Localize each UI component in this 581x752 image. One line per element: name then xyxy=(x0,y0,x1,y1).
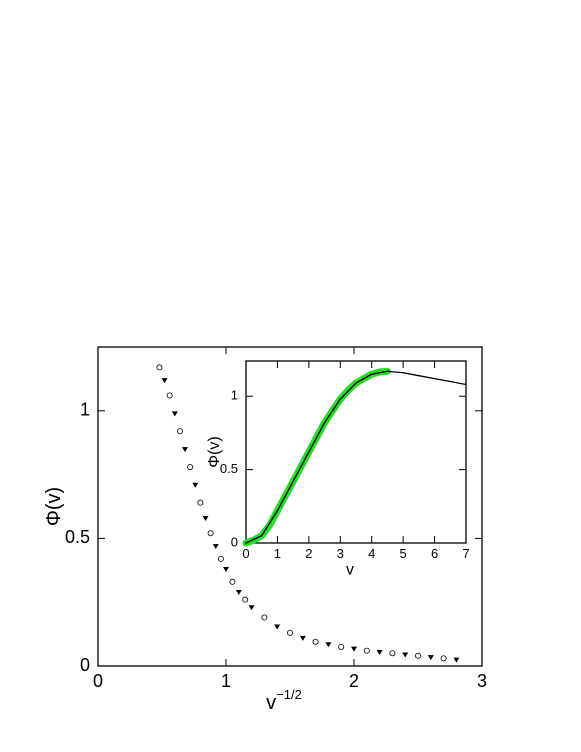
x-axis-label-main: v xyxy=(266,692,276,714)
data-point xyxy=(402,652,409,658)
data-point xyxy=(212,544,219,550)
data-point xyxy=(338,643,345,650)
data-point xyxy=(229,578,236,585)
x-axis-label: v xyxy=(346,562,354,579)
x-axis-label-sup: −1/2 xyxy=(276,687,302,702)
plot-frame xyxy=(245,360,467,544)
data-point xyxy=(187,463,194,470)
x-tick-label: 1 xyxy=(221,671,231,691)
data-line xyxy=(245,370,467,544)
data-point xyxy=(427,655,434,661)
x-axis-label-main: v xyxy=(346,562,354,579)
data-point xyxy=(453,657,460,663)
data-point xyxy=(351,646,357,652)
x-tick-label: 4 xyxy=(368,546,375,561)
data-point xyxy=(176,428,183,435)
x-tick-label: 0 xyxy=(242,546,249,561)
data-point xyxy=(182,447,189,453)
y-tick-label: 0.5 xyxy=(220,461,238,476)
y-tick-label: 1 xyxy=(231,388,238,403)
y-tick-label: 0 xyxy=(231,534,238,549)
y-tick-label: 1 xyxy=(80,400,90,420)
x-tick-label: 0 xyxy=(93,671,103,691)
data-point xyxy=(217,555,224,562)
data-point xyxy=(389,650,396,657)
data-point xyxy=(376,649,383,655)
data-point xyxy=(261,614,268,621)
data-point xyxy=(248,605,255,611)
data-point xyxy=(414,652,421,659)
x-tick-label: 5 xyxy=(400,546,407,561)
data-point xyxy=(197,499,204,506)
data-point xyxy=(192,482,199,488)
x-tick-label: 2 xyxy=(349,671,359,691)
data-point xyxy=(325,642,332,648)
x-tick-label: 7 xyxy=(462,546,469,561)
x-axis-label: v−1/2 xyxy=(266,687,302,714)
y-axis-label: Φ(v) xyxy=(43,487,65,526)
data-point xyxy=(235,589,242,595)
data-point xyxy=(171,411,178,417)
x-tick-label: 3 xyxy=(337,546,344,561)
data-point xyxy=(286,629,293,636)
x-tick-label: 6 xyxy=(431,546,438,561)
y-tick-label: 0 xyxy=(80,655,90,675)
data-point xyxy=(202,515,209,521)
data-point xyxy=(242,596,249,603)
data-point xyxy=(166,392,173,399)
y-axis-label: Φ(v) xyxy=(206,436,223,467)
data-point xyxy=(299,635,306,641)
data-point xyxy=(312,638,319,645)
data-point xyxy=(223,567,229,573)
y-tick-label: 0.5 xyxy=(65,527,90,547)
data-point xyxy=(161,378,168,384)
data-point xyxy=(363,647,370,654)
x-tick-label: 2 xyxy=(305,546,312,561)
data-point xyxy=(207,530,214,537)
data-point xyxy=(440,655,447,662)
data-point xyxy=(274,624,281,630)
data-point xyxy=(156,364,163,371)
x-tick-label: 3 xyxy=(477,671,487,691)
x-tick-label: 1 xyxy=(274,546,281,561)
